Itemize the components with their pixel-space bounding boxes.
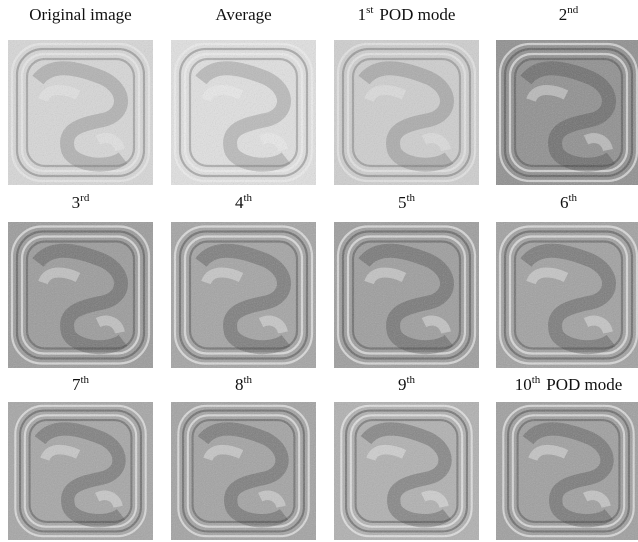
panel: 1st POD mode — [334, 4, 479, 185]
page: Original image Average 1st POD mode 2nd 3rd 4t… — [0, 0, 638, 542]
mode-number: 9 — [398, 375, 407, 394]
image-noise — [496, 40, 638, 185]
figure: Original image Average 1st POD mode 2nd 3rd 4t… — [0, 0, 638, 542]
panel: 2nd — [496, 4, 638, 185]
image-noise — [171, 222, 316, 368]
mode-number: 6 — [560, 193, 569, 212]
panel: 6th — [496, 192, 638, 368]
mode-suffix: nd — [567, 4, 579, 16]
image-noise — [334, 402, 479, 540]
image-noise — [171, 402, 316, 540]
panel: 5th — [334, 192, 479, 368]
mode-suffix: th — [406, 374, 415, 386]
panel: Original image — [8, 5, 153, 185]
panel-label: 6th — [560, 192, 578, 212]
image-noise — [171, 40, 316, 185]
panel-label: 2nd — [559, 4, 579, 24]
mode-suffix: th — [406, 192, 415, 204]
panel-label: 10th POD mode — [515, 374, 623, 394]
label-text: Original image — [29, 5, 131, 24]
label-text: Average — [215, 5, 271, 24]
panel-label: 9th — [398, 374, 416, 394]
mode-suffix: th — [568, 192, 577, 204]
panel: 9th — [334, 374, 479, 540]
panel-label: 1st POD mode — [358, 4, 456, 24]
panel: 8th — [171, 374, 316, 540]
panel-label: Average — [215, 5, 271, 24]
panel-label: Original image — [29, 5, 131, 24]
panel-label: 4th — [235, 192, 253, 212]
image-noise — [334, 40, 479, 185]
panel-label: 8th — [235, 374, 253, 394]
mode-suffix: th — [243, 192, 252, 204]
panel: 3rd — [8, 192, 153, 368]
panel-label: 5th — [398, 192, 416, 212]
panel: 10th POD mode — [496, 374, 638, 540]
image-noise — [334, 222, 479, 368]
image-noise — [8, 40, 153, 185]
panel-label: 7th — [72, 374, 90, 394]
panel: Average — [171, 5, 316, 185]
mode-number: 10 — [515, 375, 532, 394]
mode-suffix: th — [243, 374, 252, 386]
mode-suffix: st — [366, 4, 373, 16]
mode-number: 2 — [559, 5, 568, 24]
panel: 7th — [8, 374, 153, 540]
mode-text: POD mode — [379, 5, 455, 24]
image-noise — [496, 222, 638, 368]
panel-label: 3rd — [72, 192, 90, 212]
mode-suffix: rd — [80, 192, 90, 204]
mode-number: 8 — [235, 375, 244, 394]
mode-number: 3 — [72, 193, 81, 212]
panel: 4th — [171, 192, 316, 368]
mode-suffix: th — [80, 374, 89, 386]
mode-number: 1 — [358, 5, 367, 24]
image-noise — [8, 402, 153, 540]
image-noise — [8, 222, 153, 368]
mode-text: POD mode — [546, 375, 622, 394]
image-noise — [496, 402, 638, 540]
mode-suffix: th — [532, 374, 541, 386]
mode-number: 5 — [398, 193, 407, 212]
panel-grid: Original image Average 1st POD mode 2nd 3rd 4t… — [8, 4, 638, 540]
